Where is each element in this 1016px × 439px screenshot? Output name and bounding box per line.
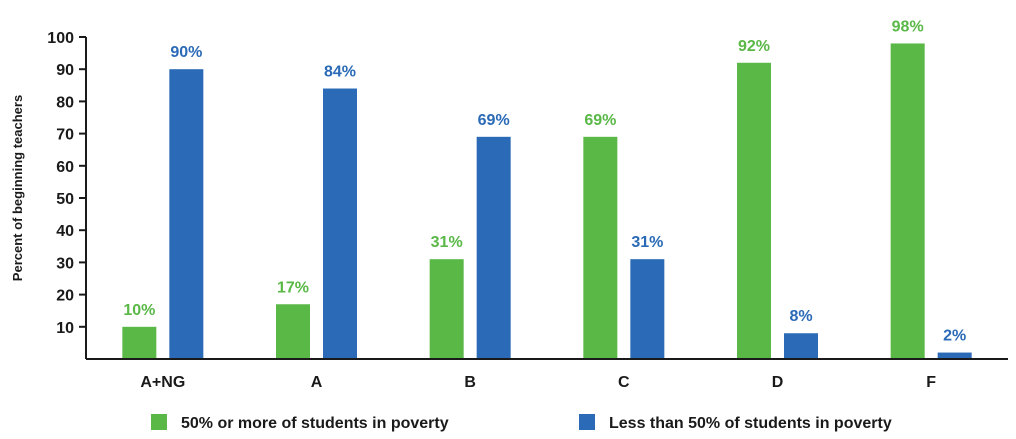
x-category-label: F	[926, 374, 936, 391]
x-axis-labels: A+NG A B C D F	[140, 374, 936, 391]
y-tick-label: 10	[56, 320, 74, 337]
legend-swatch	[151, 414, 167, 430]
bar-high-poverty	[276, 304, 310, 359]
bars: 10% 90% 17% 84% 31% 69% 69% 31% 92% 8% 98% 2%	[122, 18, 972, 360]
bar-data-label: 10%	[123, 302, 155, 319]
bar-data-label: 17%	[277, 279, 309, 296]
y-tick-label: 80	[56, 94, 74, 111]
bar-data-label: 69%	[584, 112, 616, 129]
y-tick-label: 40	[56, 223, 74, 240]
bar-data-label: 31%	[431, 234, 463, 251]
y-axis-ticks: 10 20 30 40 50 60 70 80 90 100	[47, 30, 86, 337]
x-category-label: D	[772, 374, 784, 391]
bar-data-label: 8%	[789, 308, 812, 325]
x-category-label: A	[311, 374, 323, 391]
bar-data-label: 31%	[631, 234, 663, 251]
bar-low-poverty	[476, 136, 511, 359]
bar-data-label: 92%	[738, 38, 770, 55]
x-category-label: C	[618, 374, 630, 391]
y-tick-label: 30	[56, 255, 74, 272]
axes	[85, 37, 1008, 360]
bar-data-label: 2%	[943, 328, 966, 345]
x-category-label: A+NG	[140, 374, 185, 391]
legend-swatch	[579, 414, 595, 430]
legend-label: Less than 50% of students in poverty	[609, 415, 892, 432]
y-tick-label: 50	[56, 191, 74, 208]
bar-low-poverty	[323, 88, 357, 360]
y-tick-label: 60	[56, 159, 74, 176]
bar-high-poverty	[737, 62, 771, 359]
bar-low-poverty	[169, 69, 204, 359]
y-tick-label: 100	[47, 30, 74, 47]
bar-data-label: 90%	[170, 44, 202, 61]
bar-low-poverty	[937, 352, 972, 359]
x-category-label: B	[464, 374, 476, 391]
y-tick-label: 70	[56, 127, 74, 144]
bar-low-poverty	[784, 333, 818, 359]
bar-data-label: 69%	[478, 112, 510, 129]
bar-data-label: 98%	[892, 18, 924, 35]
bar-high-poverty	[890, 43, 925, 359]
bar-high-poverty	[429, 259, 464, 359]
legend-label: 50% or more of students in poverty	[181, 415, 449, 432]
y-tick-label: 90	[56, 62, 74, 79]
y-axis-label: Percent of beginning teachers	[10, 95, 25, 281]
bar-data-label: 84%	[324, 64, 356, 81]
bar-high-poverty	[122, 326, 157, 359]
y-tick-label: 20	[56, 288, 74, 305]
bar-low-poverty	[630, 259, 665, 359]
legend: 50% or more of students in poverty Less t…	[151, 414, 892, 432]
bar-high-poverty	[583, 136, 618, 359]
